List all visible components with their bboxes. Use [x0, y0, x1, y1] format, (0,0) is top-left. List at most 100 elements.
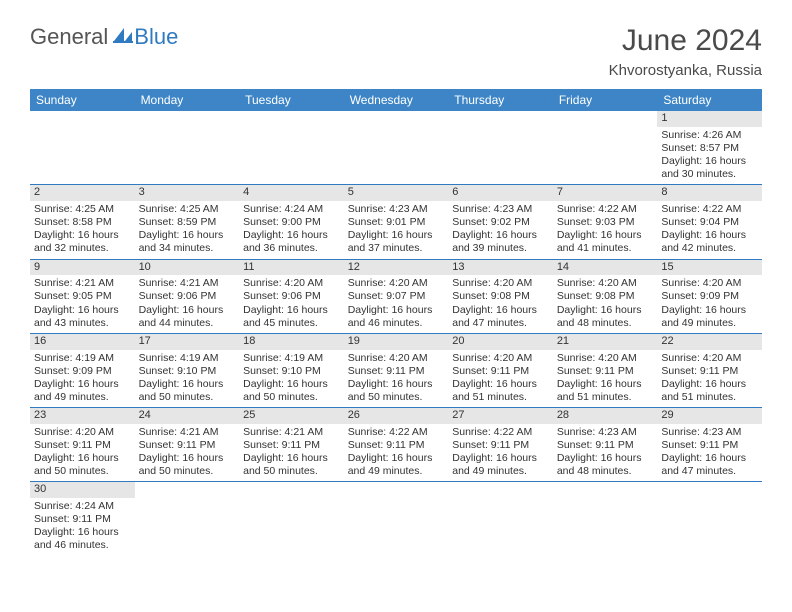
cell-sunrise: Sunrise: 4:22 AM	[348, 426, 445, 439]
calendar-cell: 17Sunrise: 4:19 AMSunset: 9:10 PMDayligh…	[135, 333, 240, 407]
header: General Blue June 2024 Khvorostyanka, Ru…	[30, 24, 762, 79]
day-number: 12	[344, 260, 449, 276]
cell-day1: Daylight: 16 hours	[34, 526, 131, 539]
cell-sunset: Sunset: 9:11 PM	[661, 365, 758, 378]
calendar-row: 9Sunrise: 4:21 AMSunset: 9:05 PMDaylight…	[30, 259, 762, 333]
cell-sunrise: Sunrise: 4:20 AM	[348, 352, 445, 365]
cell-sunset: Sunset: 8:58 PM	[34, 216, 131, 229]
cell-sunrise: Sunrise: 4:21 AM	[34, 277, 131, 290]
weekday-header: Sunday	[30, 89, 135, 111]
day-number: 19	[344, 334, 449, 350]
cell-sunrise: Sunrise: 4:23 AM	[661, 426, 758, 439]
cell-day2: and 46 minutes.	[348, 317, 445, 330]
day-number: 24	[135, 408, 240, 424]
cell-sunrise: Sunrise: 4:20 AM	[661, 352, 758, 365]
cell-sunrise: Sunrise: 4:19 AM	[243, 352, 340, 365]
logo-text-blue: Blue	[134, 24, 178, 50]
cell-sunset: Sunset: 9:11 PM	[557, 365, 654, 378]
day-number: 23	[30, 408, 135, 424]
calendar-cell: 4Sunrise: 4:24 AMSunset: 9:00 PMDaylight…	[239, 185, 344, 259]
cell-day1: Daylight: 16 hours	[557, 378, 654, 391]
cell-day2: and 34 minutes.	[139, 242, 236, 255]
cell-sunset: Sunset: 9:00 PM	[243, 216, 340, 229]
calendar-cell: 12Sunrise: 4:20 AMSunset: 9:07 PMDayligh…	[344, 259, 449, 333]
cell-sunrise: Sunrise: 4:20 AM	[661, 277, 758, 290]
cell-sunset: Sunset: 9:04 PM	[661, 216, 758, 229]
day-number: 1	[657, 111, 762, 127]
calendar-cell: 11Sunrise: 4:20 AMSunset: 9:06 PMDayligh…	[239, 259, 344, 333]
calendar-cell	[448, 111, 553, 185]
day-number: 26	[344, 408, 449, 424]
cell-day1: Daylight: 16 hours	[348, 304, 445, 317]
day-number: 10	[135, 260, 240, 276]
cell-day2: and 50 minutes.	[348, 391, 445, 404]
cell-sunset: Sunset: 8:59 PM	[139, 216, 236, 229]
cell-day2: and 41 minutes.	[557, 242, 654, 255]
calendar-cell: 30Sunrise: 4:24 AMSunset: 9:11 PMDayligh…	[30, 482, 135, 556]
cell-sunset: Sunset: 9:11 PM	[139, 439, 236, 452]
day-number: 8	[657, 185, 762, 201]
cell-day1: Daylight: 16 hours	[139, 304, 236, 317]
cell-sunset: Sunset: 9:05 PM	[34, 290, 131, 303]
cell-day1: Daylight: 16 hours	[661, 378, 758, 391]
calendar-cell: 7Sunrise: 4:22 AMSunset: 9:03 PMDaylight…	[553, 185, 658, 259]
calendar-cell: 16Sunrise: 4:19 AMSunset: 9:09 PMDayligh…	[30, 333, 135, 407]
calendar-cell: 15Sunrise: 4:20 AMSunset: 9:09 PMDayligh…	[657, 259, 762, 333]
calendar-cell: 2Sunrise: 4:25 AMSunset: 8:58 PMDaylight…	[30, 185, 135, 259]
cell-day2: and 44 minutes.	[139, 317, 236, 330]
calendar-cell: 23Sunrise: 4:20 AMSunset: 9:11 PMDayligh…	[30, 408, 135, 482]
page-title: June 2024	[609, 24, 762, 58]
cell-sunset: Sunset: 9:06 PM	[243, 290, 340, 303]
cell-sunrise: Sunrise: 4:22 AM	[452, 426, 549, 439]
cell-day2: and 49 minutes.	[452, 465, 549, 478]
day-number: 14	[553, 260, 658, 276]
calendar-cell: 8Sunrise: 4:22 AMSunset: 9:04 PMDaylight…	[657, 185, 762, 259]
day-number: 18	[239, 334, 344, 350]
cell-day2: and 47 minutes.	[452, 317, 549, 330]
cell-day1: Daylight: 16 hours	[557, 452, 654, 465]
cell-sunrise: Sunrise: 4:20 AM	[452, 277, 549, 290]
calendar-head: SundayMondayTuesdayWednesdayThursdayFrid…	[30, 89, 762, 111]
calendar-cell: 3Sunrise: 4:25 AMSunset: 8:59 PMDaylight…	[135, 185, 240, 259]
cell-day1: Daylight: 16 hours	[34, 378, 131, 391]
cell-sunset: Sunset: 9:03 PM	[557, 216, 654, 229]
cell-sunrise: Sunrise: 4:20 AM	[557, 277, 654, 290]
cell-sunrise: Sunrise: 4:20 AM	[557, 352, 654, 365]
cell-sunrise: Sunrise: 4:20 AM	[34, 426, 131, 439]
day-number: 21	[553, 334, 658, 350]
day-number: 4	[239, 185, 344, 201]
calendar-body: 1Sunrise: 4:26 AMSunset: 8:57 PMDaylight…	[30, 111, 762, 556]
cell-sunrise: Sunrise: 4:23 AM	[348, 203, 445, 216]
cell-day1: Daylight: 16 hours	[139, 452, 236, 465]
cell-sunset: Sunset: 9:09 PM	[34, 365, 131, 378]
calendar-cell: 20Sunrise: 4:20 AMSunset: 9:11 PMDayligh…	[448, 333, 553, 407]
day-number: 11	[239, 260, 344, 276]
calendar-cell: 22Sunrise: 4:20 AMSunset: 9:11 PMDayligh…	[657, 333, 762, 407]
cell-sunrise: Sunrise: 4:20 AM	[243, 277, 340, 290]
cell-sunset: Sunset: 9:09 PM	[661, 290, 758, 303]
cell-day1: Daylight: 16 hours	[243, 304, 340, 317]
calendar-cell	[30, 111, 135, 185]
calendar-cell: 14Sunrise: 4:20 AMSunset: 9:08 PMDayligh…	[553, 259, 658, 333]
calendar-cell: 18Sunrise: 4:19 AMSunset: 9:10 PMDayligh…	[239, 333, 344, 407]
cell-sunset: Sunset: 9:01 PM	[348, 216, 445, 229]
day-number: 9	[30, 260, 135, 276]
calendar-cell	[344, 111, 449, 185]
cell-sunset: Sunset: 9:08 PM	[557, 290, 654, 303]
cell-day1: Daylight: 16 hours	[452, 452, 549, 465]
cell-sunset: Sunset: 9:08 PM	[452, 290, 549, 303]
logo-text-general: General	[30, 24, 108, 50]
cell-day2: and 37 minutes.	[348, 242, 445, 255]
day-number: 3	[135, 185, 240, 201]
cell-day2: and 49 minutes.	[661, 317, 758, 330]
cell-sunset: Sunset: 9:11 PM	[243, 439, 340, 452]
calendar-cell: 5Sunrise: 4:23 AMSunset: 9:01 PMDaylight…	[344, 185, 449, 259]
cell-day1: Daylight: 16 hours	[348, 452, 445, 465]
cell-day1: Daylight: 16 hours	[34, 304, 131, 317]
day-number: 20	[448, 334, 553, 350]
cell-day2: and 30 minutes.	[661, 168, 758, 181]
calendar-cell: 26Sunrise: 4:22 AMSunset: 9:11 PMDayligh…	[344, 408, 449, 482]
cell-day2: and 49 minutes.	[34, 391, 131, 404]
cell-sunrise: Sunrise: 4:21 AM	[139, 426, 236, 439]
cell-day1: Daylight: 16 hours	[243, 378, 340, 391]
